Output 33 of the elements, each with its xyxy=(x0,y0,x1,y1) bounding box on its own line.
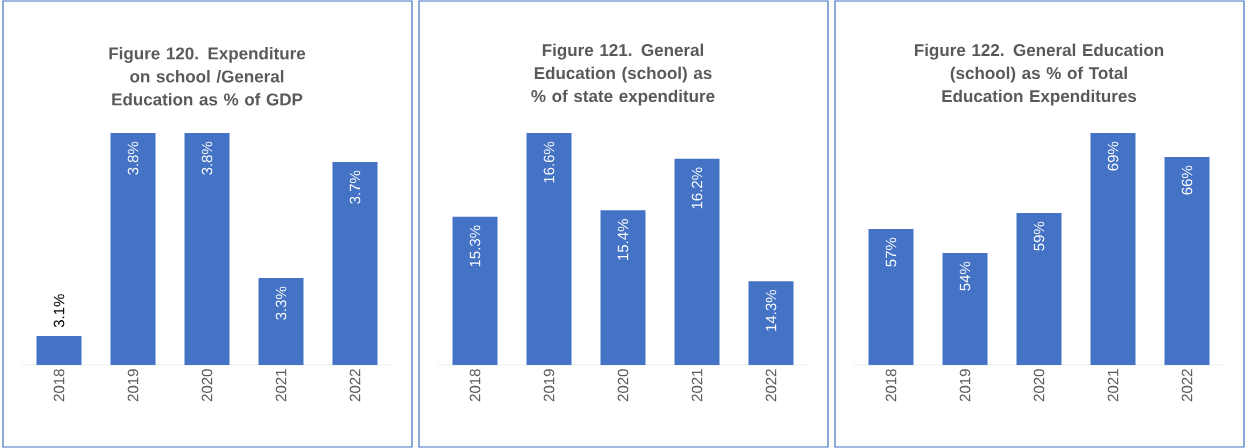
x-tick-label: 2021 xyxy=(275,369,287,402)
x-tick-label: 2018 xyxy=(53,369,65,402)
x-tick-label: 2019 xyxy=(543,369,555,402)
data-label: 3.3% xyxy=(275,286,287,320)
data-label: 15.3% xyxy=(469,225,481,267)
data-label: 69% xyxy=(1107,141,1119,171)
data-label: 14.3% xyxy=(765,289,777,331)
x-tick-label: 2022 xyxy=(1181,369,1193,402)
chart-title: Figure 122. General Education (school) as % of Total Education Expenditures xyxy=(914,43,1164,106)
x-tick-label: 2021 xyxy=(1107,369,1119,402)
x-tick-label: 2020 xyxy=(1033,369,1045,402)
data-label: 3.8% xyxy=(201,141,213,175)
x-tick-label: 2019 xyxy=(127,369,139,402)
x-tick-label: 2022 xyxy=(349,369,361,402)
data-label: 54% xyxy=(959,261,971,291)
data-label: 3.7% xyxy=(349,170,361,204)
data-label: 16.2% xyxy=(691,167,703,209)
data-label: 59% xyxy=(1033,221,1045,251)
data-label: 16.6% xyxy=(543,141,555,183)
data-label: 66% xyxy=(1181,165,1193,195)
x-tick-label: 2020 xyxy=(617,369,629,402)
data-label: 3.1% xyxy=(53,294,65,328)
x-tick-label: 2020 xyxy=(201,369,213,402)
x-tick-label: 2019 xyxy=(959,369,971,402)
x-tick-label: 2021 xyxy=(691,369,703,402)
data-label: 3.8% xyxy=(127,141,139,175)
chart-title: Figure 121. General Education (school) as % of state expenditure xyxy=(531,43,715,106)
x-tick-label: 2018 xyxy=(469,369,481,402)
x-tick-label: 2022 xyxy=(765,369,777,402)
chart-title: Figure 120. Expenditure on school /General Education as % of GDP xyxy=(109,46,306,106)
data-label: 57% xyxy=(885,237,897,267)
x-tick-label: 2018 xyxy=(885,369,897,402)
data-label: 15.4% xyxy=(617,219,629,260)
